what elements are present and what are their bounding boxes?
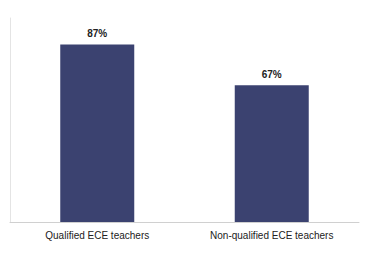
svg-text:87%: 87% <box>87 28 107 39</box>
svg-text:Qualified ECE teachers: Qualified ECE teachers <box>45 230 149 241</box>
svg-text:67%: 67% <box>262 69 282 80</box>
svg-text:Non-qualified ECE teachers: Non-qualified ECE teachers <box>210 230 333 241</box>
